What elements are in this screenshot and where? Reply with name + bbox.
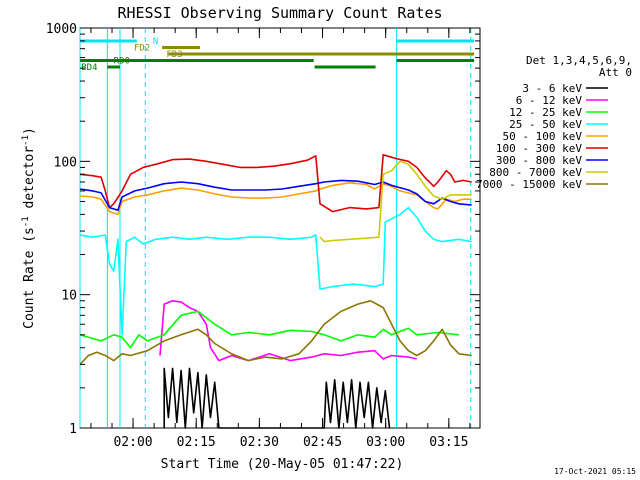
series-line xyxy=(79,206,472,336)
flag-bar-label: FD2 xyxy=(134,44,150,54)
series-line xyxy=(163,367,391,429)
x-tick-label: 02:45 xyxy=(303,435,342,450)
x-tick-label: 03:15 xyxy=(429,435,468,450)
plot-frame xyxy=(79,27,481,429)
series-line xyxy=(319,160,472,243)
legend-entry-label: 3 - 6 keV xyxy=(522,82,582,95)
series-line xyxy=(79,182,472,216)
flag-bar-label: FD3 xyxy=(166,50,182,60)
footer-timestamp: 17-Oct-2021 05:15 xyxy=(554,467,636,476)
y-tick-label: 1 xyxy=(69,422,77,437)
legend-header-line2: Att 0 xyxy=(599,66,632,79)
series-line xyxy=(159,299,417,362)
legend-entry-label: 300 - 800 keV xyxy=(496,154,582,167)
y-tick-label: 10 xyxy=(61,289,77,304)
y-axis-label-end: ) xyxy=(22,127,37,135)
flag-bar-label: N xyxy=(153,37,158,47)
series-line xyxy=(79,310,459,349)
legend-entry-label: 50 - 100 keV xyxy=(503,130,583,143)
series-line xyxy=(79,179,472,211)
y-tick-label: 100 xyxy=(54,155,77,170)
flag-bar-label: RD0 xyxy=(114,57,130,67)
legend-entry-label: 800 - 7000 keV xyxy=(489,166,582,179)
x-tick-label: 02:15 xyxy=(177,435,216,450)
legend-entry-label: 7000 - 15000 keV xyxy=(476,178,582,191)
y-axis-ticks: 1 10 100 1000 xyxy=(46,22,480,437)
series-line xyxy=(79,154,472,213)
x-axis-label: Start Time (20-May-05 01:47:22) xyxy=(161,457,404,472)
x-tick-label: 02:00 xyxy=(113,435,152,450)
y-axis-label-main: Count Rate (s xyxy=(22,227,37,329)
chart-title: RHESSI Observing Summary Count Rates xyxy=(117,4,442,22)
x-tick-label: 03:00 xyxy=(366,435,405,450)
y-axis-label-sup1: -1 xyxy=(21,216,31,227)
flag-bar-label: BD4 xyxy=(81,63,97,73)
y-axis-label: Count Rate (s-1 detector-1) xyxy=(21,127,37,329)
x-tick-label: 02:30 xyxy=(240,435,279,450)
legend-entry-label: 6 - 12 keV xyxy=(516,94,583,107)
legend-header-line1: Det 1,3,4,5,6,9, xyxy=(526,54,632,67)
series-line xyxy=(79,299,472,365)
y-axis-label-mid: detector xyxy=(22,146,37,217)
x-axis-ticks: 02:00 02:15 02:30 02:45 03:00 03:15 xyxy=(90,28,471,450)
legend-entry-label: 12 - 25 keV xyxy=(509,106,582,119)
y-axis-label-sup2: -1 xyxy=(21,135,31,146)
y-tick-label: 1000 xyxy=(46,22,77,37)
legend-entry-label: 25 - 50 keV xyxy=(509,118,582,131)
legend-entry-label: 100 - 300 keV xyxy=(496,142,582,155)
